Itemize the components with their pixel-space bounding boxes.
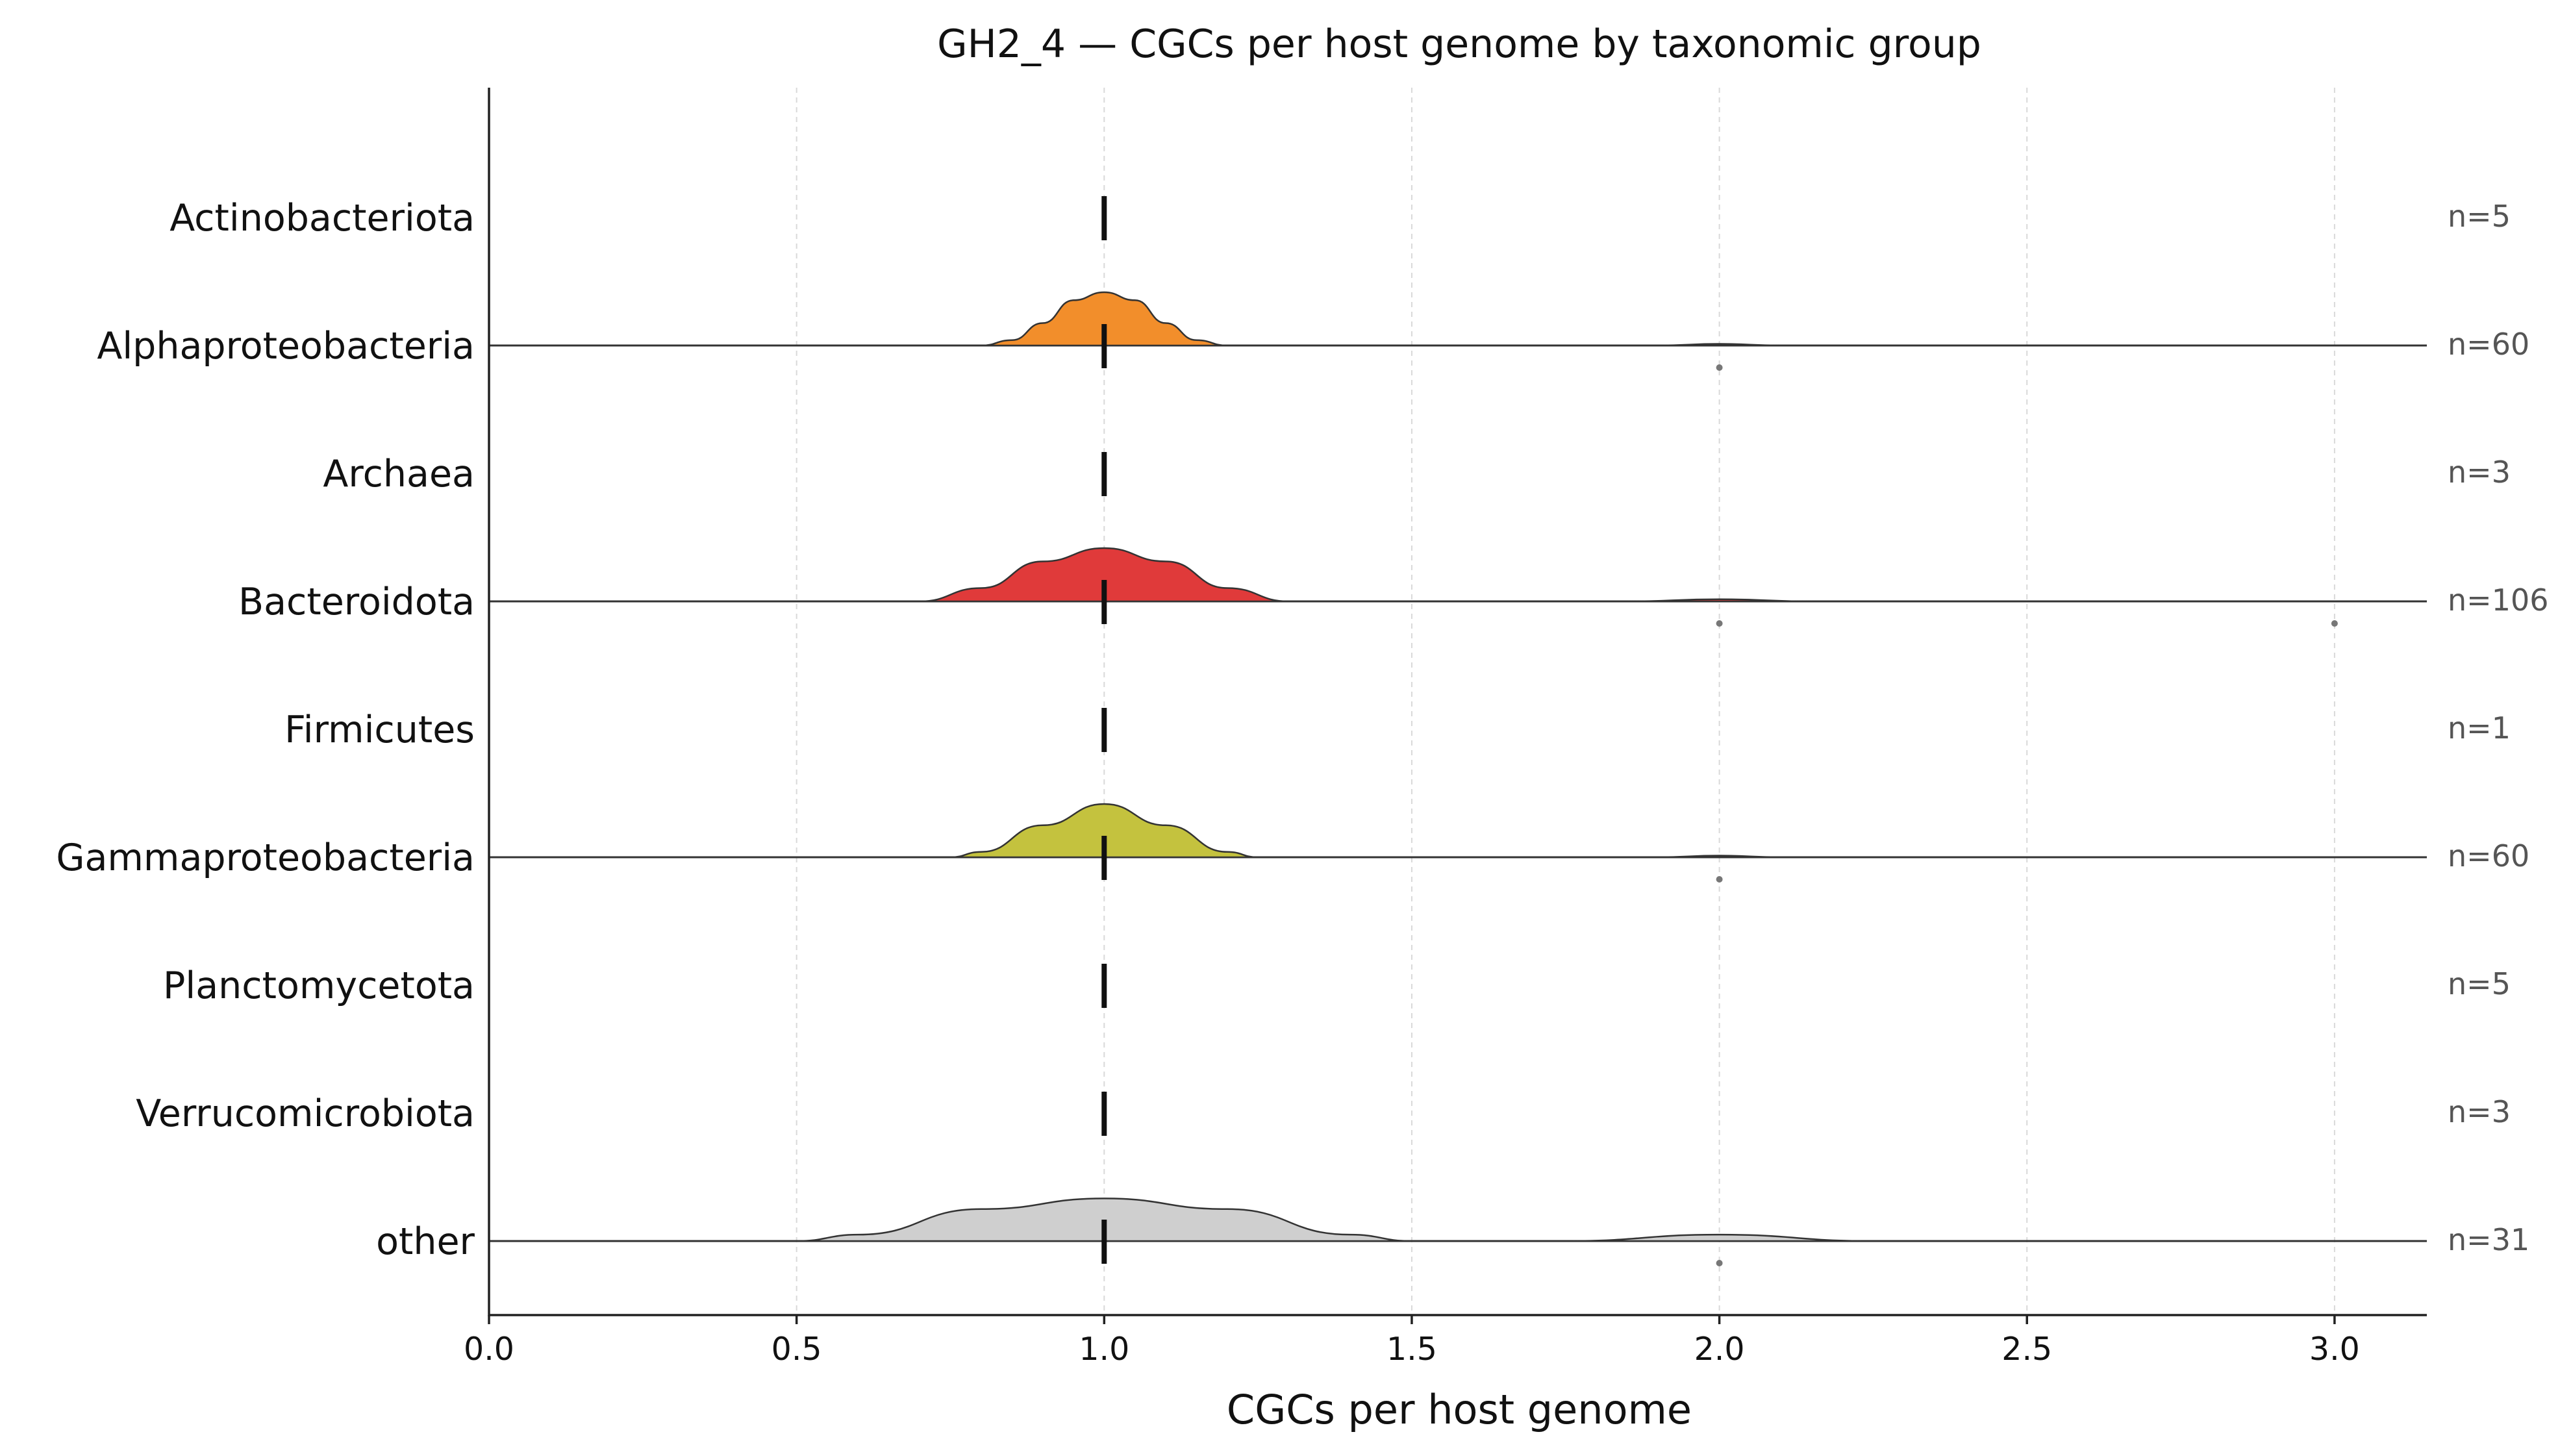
x-tick-label-5: 2.5 (2001, 1331, 2052, 1368)
outlier-point-5-0 (1716, 876, 1723, 883)
group-n-label-2: n=3 (2448, 455, 2511, 490)
group-label-6: Planctomycetota (163, 964, 475, 1007)
group-label-7: Verrucomicrobiota (136, 1092, 475, 1135)
outlier-point-3-0 (1716, 620, 1723, 627)
group-n-label-3: n=106 (2448, 583, 2549, 618)
ridge-density-1 (489, 291, 2427, 347)
ridge-density-3 (489, 547, 2427, 603)
plot-axes (488, 88, 2427, 1316)
outlier-point-1-0 (1716, 364, 1723, 371)
chart-title: GH2_4 — CGCs per host genome by taxonomi… (937, 21, 1981, 67)
label-layer: 0.0 0.5 1.0 1.5 2.0 2.5 3.0 Actinobacteriota n=5… (56, 197, 2548, 1368)
group-label-8: other (376, 1220, 475, 1263)
x-tick-label-6: 3.0 (2309, 1331, 2360, 1368)
x-tick-label-0: 0.0 (464, 1331, 514, 1368)
x-tick-label-4: 2.0 (1694, 1331, 1745, 1368)
group-n-label-6: n=5 (2448, 966, 2511, 1001)
group-n-label-1: n=60 (2448, 327, 2529, 362)
x-tick-label-1: 0.5 (771, 1331, 822, 1368)
outlier-point-3-1 (2331, 620, 2338, 627)
group-n-label-7: n=3 (2448, 1094, 2511, 1129)
group-label-5: Gammaproteobacteria (56, 836, 475, 879)
group-label-2: Archaea (323, 453, 475, 496)
outlier-point-8-0 (1716, 1260, 1723, 1266)
x-tick-label-3: 1.5 (1386, 1331, 1437, 1368)
ridge-density-5 (489, 803, 2427, 859)
ridge-layer (489, 196, 2427, 1266)
group-label-0: Actinobacteriota (169, 197, 475, 240)
axis-layer (488, 88, 2427, 1324)
group-n-label-8: n=31 (2448, 1222, 2529, 1257)
x-axis-label: CGCs per host genome (1227, 1386, 1692, 1433)
group-label-3: Bacteroidota (238, 581, 475, 623)
x-tick-label-2: 1.0 (1079, 1331, 1129, 1368)
group-label-1: Alphaproteobacteria (97, 325, 475, 368)
group-n-label-4: n=1 (2448, 710, 2511, 746)
grid-layer (796, 88, 2335, 1315)
group-n-label-0: n=5 (2448, 199, 2511, 234)
group-n-label-5: n=60 (2448, 838, 2529, 873)
ridge-density-8 (489, 1198, 2427, 1242)
group-label-4: Firmicutes (284, 709, 475, 751)
